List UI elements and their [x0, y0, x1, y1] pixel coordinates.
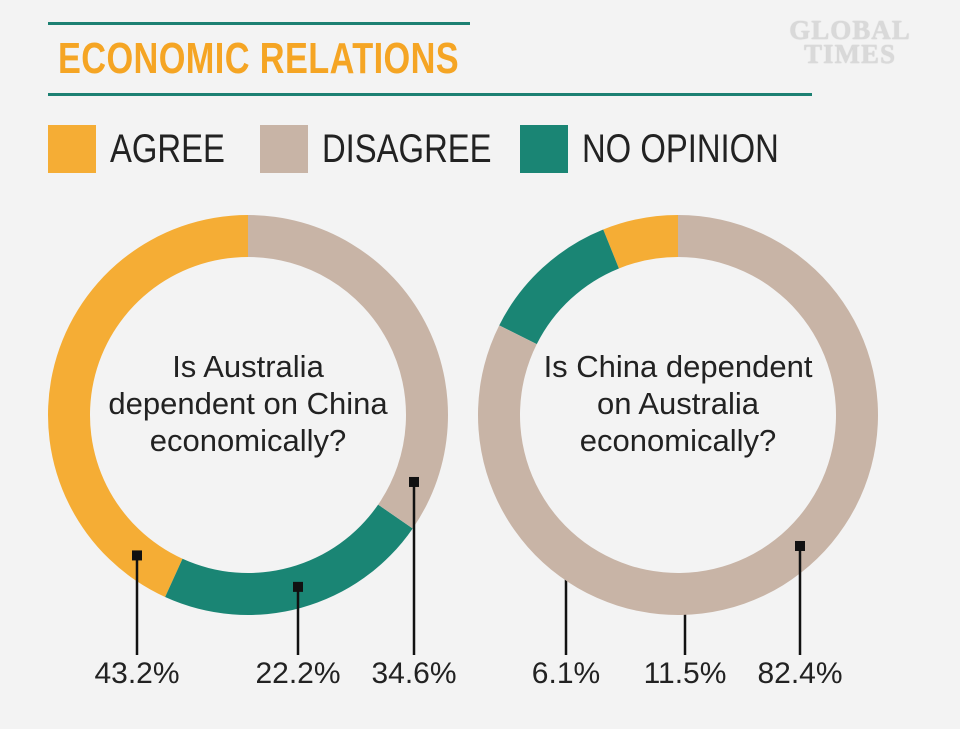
leader-marker — [795, 540, 805, 551]
chart-question: Is China dependent on Australia economical… — [544, 349, 813, 458]
question-line: economically? — [580, 423, 776, 458]
data-label: 34.6% — [371, 657, 456, 690]
leader-marker — [293, 581, 303, 592]
donut-slice-disagree — [248, 215, 448, 529]
legend-label-no-opinion: NO OPINION — [582, 126, 779, 171]
question-line: dependent on China — [108, 386, 388, 421]
page-title: ECONOMIC RELATIONS — [58, 34, 460, 83]
legend-item-disagree: DISAGREE — [260, 125, 529, 173]
global-times-logo: GLOBAL TIMES — [780, 15, 920, 69]
question-line: Is Australia — [172, 349, 324, 384]
donut-slice-agree — [48, 215, 249, 598]
legend-label-disagree: DISAGREE — [322, 126, 492, 171]
data-label: 11.5% — [644, 657, 727, 690]
donut-slice-no-opinion — [165, 504, 413, 615]
legend-item-agree: AGREE — [48, 125, 250, 173]
header-divider — [48, 93, 812, 96]
donut-chart-1: 43.2% 22.2% 34.6% Is Australia dependent on … — [48, 215, 457, 690]
data-label: 6.1% — [532, 657, 600, 690]
legend-item-no-opinion: NO OPINION — [520, 125, 822, 173]
question-line: Is China dependent — [544, 349, 813, 384]
legend-swatch-agree — [48, 125, 96, 173]
legend-swatch-no-opinion — [520, 125, 568, 173]
legend-label-agree: AGREE — [110, 126, 225, 171]
leader-marker — [132, 550, 142, 561]
question-line: economically? — [150, 423, 346, 458]
chart-question: Is Australia dependent on China economical… — [108, 349, 388, 458]
donut-slice-agree — [603, 215, 678, 269]
data-label: 22.2% — [255, 657, 340, 690]
donut-chart-2: 6.1% 11.5% 82.4% Is China dependent on Austr… — [478, 215, 879, 690]
legend-swatch-disagree — [260, 125, 308, 173]
leader-marker — [409, 476, 419, 487]
logo-line-1: GLOBAL — [789, 15, 911, 45]
donut-slice-no-opinion — [499, 229, 619, 345]
data-label: 43.2% — [94, 657, 179, 690]
logo-line-2: TIMES — [803, 39, 897, 69]
top-divider — [48, 22, 470, 25]
data-label: 82.4% — [757, 657, 842, 690]
question-line: on Australia — [597, 386, 760, 421]
